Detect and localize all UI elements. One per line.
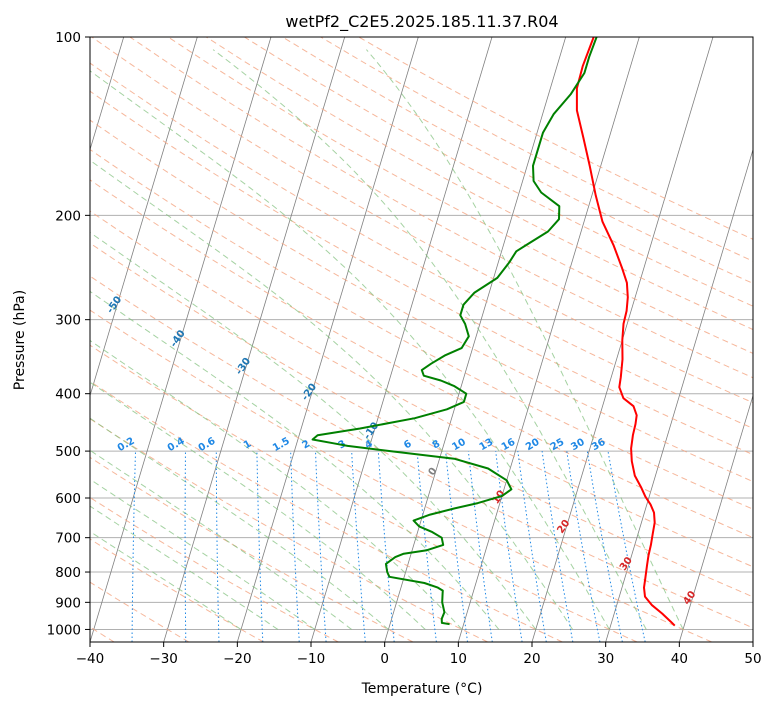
dry-adiabat [90, 62, 753, 429]
mixing-ratio-line [351, 451, 366, 642]
chart-title: wetPf2_C2E5.2025.185.11.37.R04 [285, 12, 558, 32]
moist-adiabat [90, 290, 500, 630]
mixing-ratio-line [416, 451, 437, 642]
isotherm-line [752, 640, 753, 642]
isotherm-line [163, 37, 346, 642]
x-tick-label: −20 [223, 651, 252, 667]
mixing-ratio-label: 6 [402, 438, 414, 451]
y-tick-label: 1000 [47, 622, 81, 638]
thermodynamic-background [82, 37, 753, 642]
mixing-ratio-label: 4 [363, 438, 375, 451]
mixing-ratio-label: 8 [431, 438, 443, 451]
dry-adiabat [90, 90, 753, 456]
dry-adiabat [90, 148, 753, 510]
x-tick-label: 50 [744, 651, 761, 667]
x-axis-label: Temperature (°C) [361, 681, 483, 697]
mixing-ratio-line [377, 451, 395, 642]
plot-frame [89, 36, 754, 643]
isotherm-line [678, 394, 753, 642]
dry-adiabat [90, 210, 753, 568]
isotherm-line [90, 37, 272, 642]
dry-adiabat [167, 37, 753, 354]
moist-adiabat [212, 49, 647, 630]
x-tick-label: −10 [297, 651, 326, 667]
isotherm-line [310, 37, 493, 642]
isotherm-line [236, 37, 419, 642]
x-tick-label: −30 [149, 651, 178, 667]
pressure-grid [90, 37, 753, 630]
mixing-ratio-label: 1 [242, 438, 254, 451]
moist-adiabat [90, 505, 279, 630]
y-tick-label: 100 [55, 30, 81, 46]
x-tick-label: 10 [450, 651, 467, 667]
mixing-ratio-line [586, 451, 623, 642]
mixing-ratio-line [495, 451, 523, 642]
y-axis: 1000 900 800 700 600 500 400 300 200 100 [47, 30, 90, 638]
isotherm-line [457, 37, 640, 642]
x-axis: −40 −30 −20 −10 0 10 20 30 40 50 [76, 642, 762, 667]
mixing-ratio-line [517, 451, 547, 642]
dry-adiabat [90, 242, 753, 598]
y-tick-label: 800 [55, 565, 81, 581]
x-tick-label: 30 [597, 651, 614, 667]
isotherm-line [90, 37, 198, 398]
moist-adiabat [90, 381, 426, 630]
dry-adiabat [90, 581, 190, 642]
x-tick-label: 0 [380, 651, 389, 667]
y-tick-label: 900 [55, 595, 81, 611]
y-tick-label: 300 [55, 313, 81, 329]
isotherm-line [605, 148, 753, 642]
y-tick-label: 200 [55, 208, 81, 224]
y-tick-label: 400 [55, 387, 81, 403]
dewpoint-line [311, 37, 598, 626]
isotherm-line [90, 37, 125, 152]
y-axis-label: Pressure (hPa) [12, 290, 28, 390]
mixing-ratio-line [82, 451, 89, 642]
profile-lines [311, 37, 676, 627]
isotherm-line [384, 37, 567, 642]
y-tick-label: 500 [55, 444, 81, 460]
moist-adiabat [90, 478, 316, 630]
mixing-ratio-line [467, 451, 493, 642]
dry-adiabat [90, 309, 712, 642]
moist-adiabat [90, 417, 389, 630]
mixing-ratio-line [445, 451, 468, 642]
x-tick-label: 40 [671, 651, 688, 667]
moist-adiabat [90, 339, 463, 630]
x-tick-label: −40 [76, 651, 105, 667]
dry-adiabat [90, 418, 488, 642]
y-tick-label: 600 [55, 491, 81, 507]
dry-adiabat [90, 538, 264, 642]
moist-adiabat [366, 49, 684, 630]
x-tick-label: 20 [523, 651, 540, 667]
mixing-ratio-line [607, 451, 646, 642]
moist-adiabat [90, 231, 537, 630]
dry-adiabat [90, 456, 414, 642]
mixing-ratio-label: 2 [300, 438, 312, 451]
y-tick-label: 700 [55, 531, 81, 547]
dry-adiabat [129, 37, 753, 379]
temperature-line [575, 37, 676, 627]
dry-adiabat [282, 37, 753, 284]
